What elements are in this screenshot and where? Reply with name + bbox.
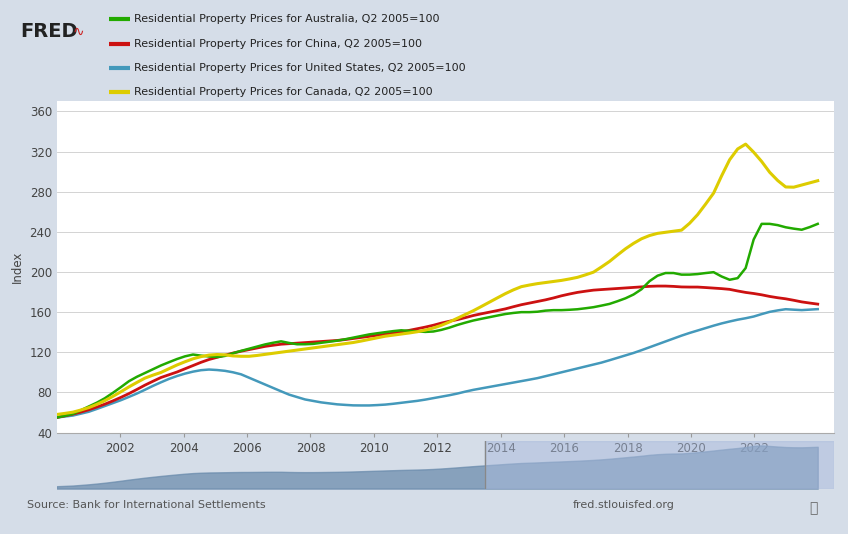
Text: Source: Bank for International Settlements: Source: Bank for International Settlemen… xyxy=(27,500,265,509)
Text: fred.stlouisfed.org: fred.stlouisfed.org xyxy=(573,500,675,509)
Text: FRED: FRED xyxy=(20,22,78,41)
Text: Residential Property Prices for Australia, Q2 2005=100: Residential Property Prices for Australi… xyxy=(134,14,440,24)
Text: ∿: ∿ xyxy=(72,25,84,39)
Text: Residential Property Prices for Canada, Q2 2005=100: Residential Property Prices for Canada, … xyxy=(134,87,433,97)
Y-axis label: Index: Index xyxy=(11,251,24,283)
Text: ⛶: ⛶ xyxy=(809,501,817,516)
Text: Residential Property Prices for United States, Q2 2005=100: Residential Property Prices for United S… xyxy=(134,63,466,73)
Bar xyxy=(485,441,834,489)
Text: Residential Property Prices for China, Q2 2005=100: Residential Property Prices for China, Q… xyxy=(134,38,422,49)
